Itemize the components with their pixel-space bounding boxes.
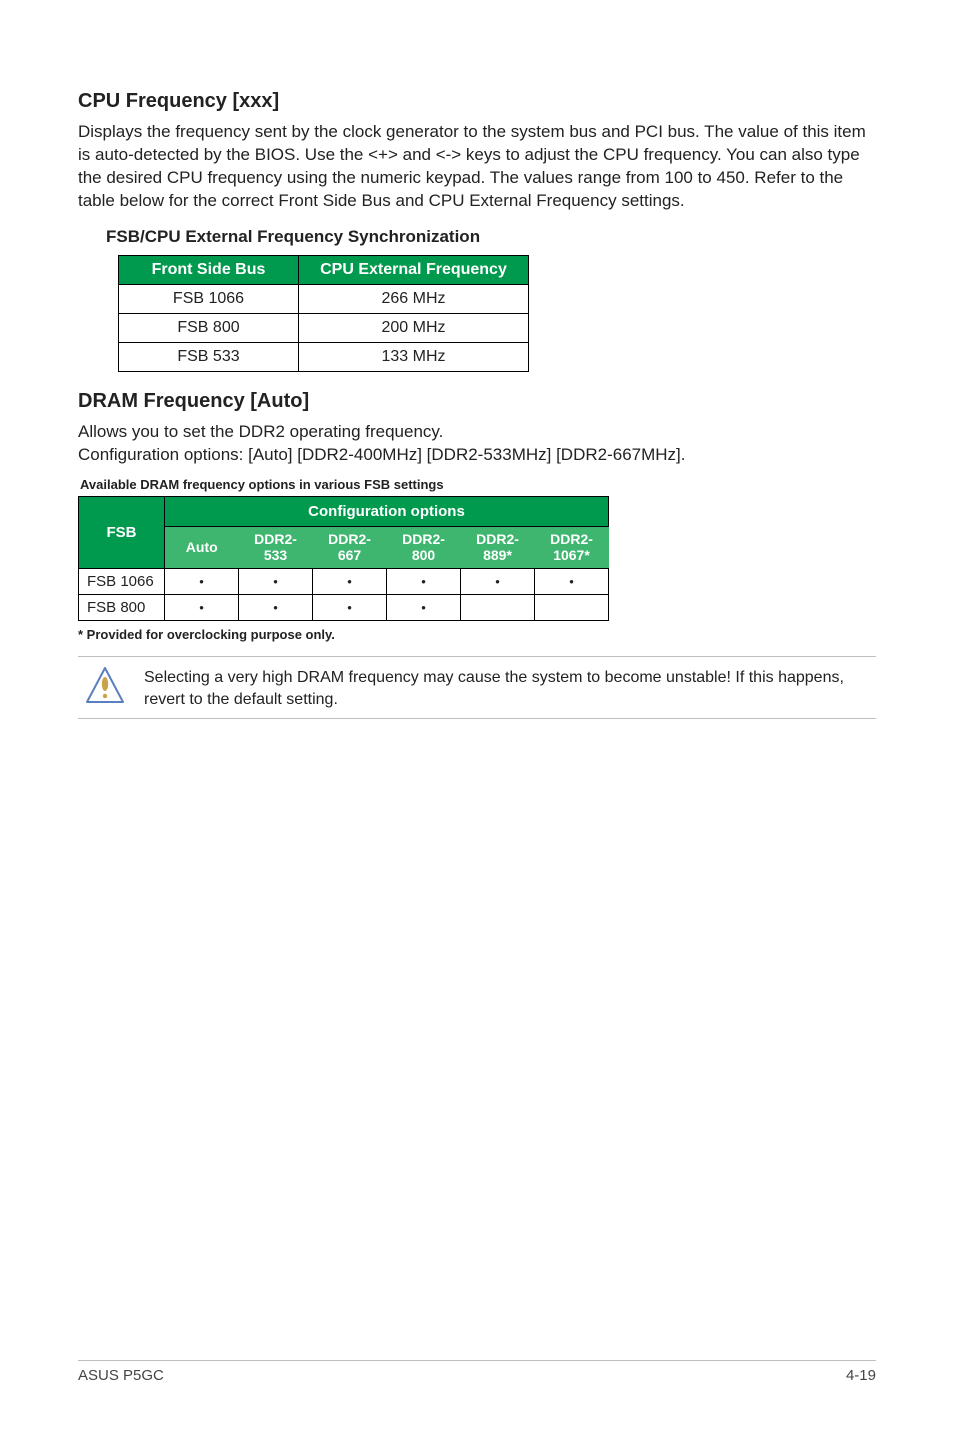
dram-footnote: * Provided for overclocking purpose only… <box>78 627 876 642</box>
footer-left: ASUS P5GC <box>78 1367 164 1384</box>
dram-subcol: DDR2-889* <box>461 526 535 569</box>
table-row: FSB 1066 • • • • • • <box>79 569 609 595</box>
cpu-frequency-body: Displays the frequency sent by the clock… <box>78 121 876 213</box>
dram-dot: • <box>239 595 313 621</box>
dram-frequency-section: DRAM Frequency [Auto] Allows you to set … <box>78 390 876 720</box>
dram-dot <box>461 595 535 621</box>
dram-frequency-title: DRAM Frequency [Auto] <box>78 390 876 413</box>
fsb-col-header: CPU External Frequency <box>299 255 529 284</box>
dram-body-line: Configuration options: [Auto] [DDR2-400M… <box>78 444 876 467</box>
cpu-frequency-section: CPU Frequency [xxx] Displays the frequen… <box>78 90 876 372</box>
fsb-sync-table: Front Side Bus CPU External Frequency FS… <box>118 255 529 372</box>
footer-right: 4-19 <box>846 1367 876 1384</box>
fsb-table-title: FSB/CPU External Frequency Synchronizati… <box>106 227 876 247</box>
fsb-cell: FSB 800 <box>119 313 299 342</box>
fsb-cell: 266 MHz <box>299 284 529 313</box>
warning-icon <box>84 665 126 710</box>
dram-subcol: DDR2-1067* <box>535 526 609 569</box>
dram-hdr-fsb: FSB <box>79 496 165 569</box>
cpu-frequency-title: CPU Frequency [xxx] <box>78 90 876 113</box>
dram-subcol: DDR2-667 <box>313 526 387 569</box>
table-row: FSB 800 • • • • <box>79 595 609 621</box>
dram-options-table: FSB Configuration options Auto DDR2-533 … <box>78 496 609 622</box>
warning-text: Selecting a very high DRAM frequency may… <box>144 665 876 710</box>
dram-dot: • <box>535 569 609 595</box>
dram-dot: • <box>165 569 239 595</box>
fsb-cell: FSB 1066 <box>119 284 299 313</box>
dram-dot: • <box>461 569 535 595</box>
dram-dot: • <box>313 595 387 621</box>
fsb-col-header: Front Side Bus <box>119 255 299 284</box>
dram-subcol: DDR2-800 <box>387 526 461 569</box>
table-row: FSB 1066 266 MHz <box>119 284 529 313</box>
dram-row-label: FSB 800 <box>79 595 165 621</box>
fsb-cell: 133 MHz <box>299 342 529 371</box>
dram-body-line: Allows you to set the DDR2 operating fre… <box>78 421 876 444</box>
dram-dot: • <box>387 569 461 595</box>
dram-subcol: DDR2-533 <box>239 526 313 569</box>
dram-subcol: Auto <box>165 526 239 569</box>
fsb-cell: FSB 533 <box>119 342 299 371</box>
dram-hdr-config: Configuration options <box>165 496 609 526</box>
table-row: FSB 800 200 MHz <box>119 313 529 342</box>
table-row: FSB 533 133 MHz <box>119 342 529 371</box>
dram-dot <box>535 595 609 621</box>
dram-dot: • <box>165 595 239 621</box>
dram-dot: • <box>239 569 313 595</box>
dram-dot: • <box>313 569 387 595</box>
dram-table-caption: Available DRAM frequency options in vari… <box>80 477 876 492</box>
dram-dot: • <box>387 595 461 621</box>
fsb-cell: 200 MHz <box>299 313 529 342</box>
dram-row-label: FSB 1066 <box>79 569 165 595</box>
page-footer: ASUS P5GC 4-19 <box>78 1360 876 1384</box>
warning-note: Selecting a very high DRAM frequency may… <box>78 656 876 719</box>
